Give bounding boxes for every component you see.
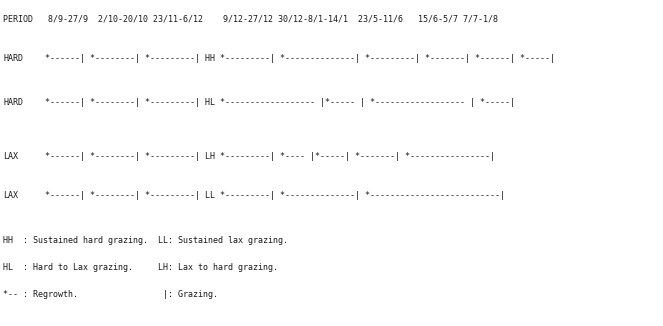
- Text: HARD: HARD: [3, 54, 23, 63]
- Text: HL  : Hard to Lax grazing.     LH: Lax to hard grazing.: HL : Hard to Lax grazing. LH: Lax to har…: [3, 263, 278, 272]
- Text: *------| *--------| *---------| HL *------------------ |*----- | *--------------: *------| *--------| *---------| HL *----…: [45, 98, 515, 107]
- Text: *------| *--------| *---------| HH *---------| *--------------| *---------| *---: *------| *--------| *---------| HH *----…: [45, 54, 555, 63]
- Text: *-- : Regrowth.                 |: Grazing.: *-- : Regrowth. |: Grazing.: [3, 290, 218, 299]
- Text: HH  : Sustained hard grazing.  LL: Sustained lax grazing.: HH : Sustained hard grazing. LL: Sustain…: [3, 236, 288, 245]
- Text: LAX: LAX: [3, 191, 19, 200]
- Text: PERIOD   8/9-27/9  2/10-20/10 23/11-6/12    9/12-27/12 30/12-8/1-14/1  23/5-11/6: PERIOD 8/9-27/9 2/10-20/10 23/11-6/12 9/…: [3, 15, 499, 24]
- Text: *------| *--------| *---------| LH *---------| *---- |*-----| *-------| *-------: *------| *--------| *---------| LH *----…: [45, 152, 495, 161]
- Text: *------| *--------| *---------| LL *---------| *--------------| *---------------: *------| *--------| *---------| LL *----…: [45, 191, 505, 200]
- Text: LAX: LAX: [3, 152, 19, 161]
- Text: HARD: HARD: [3, 98, 23, 107]
